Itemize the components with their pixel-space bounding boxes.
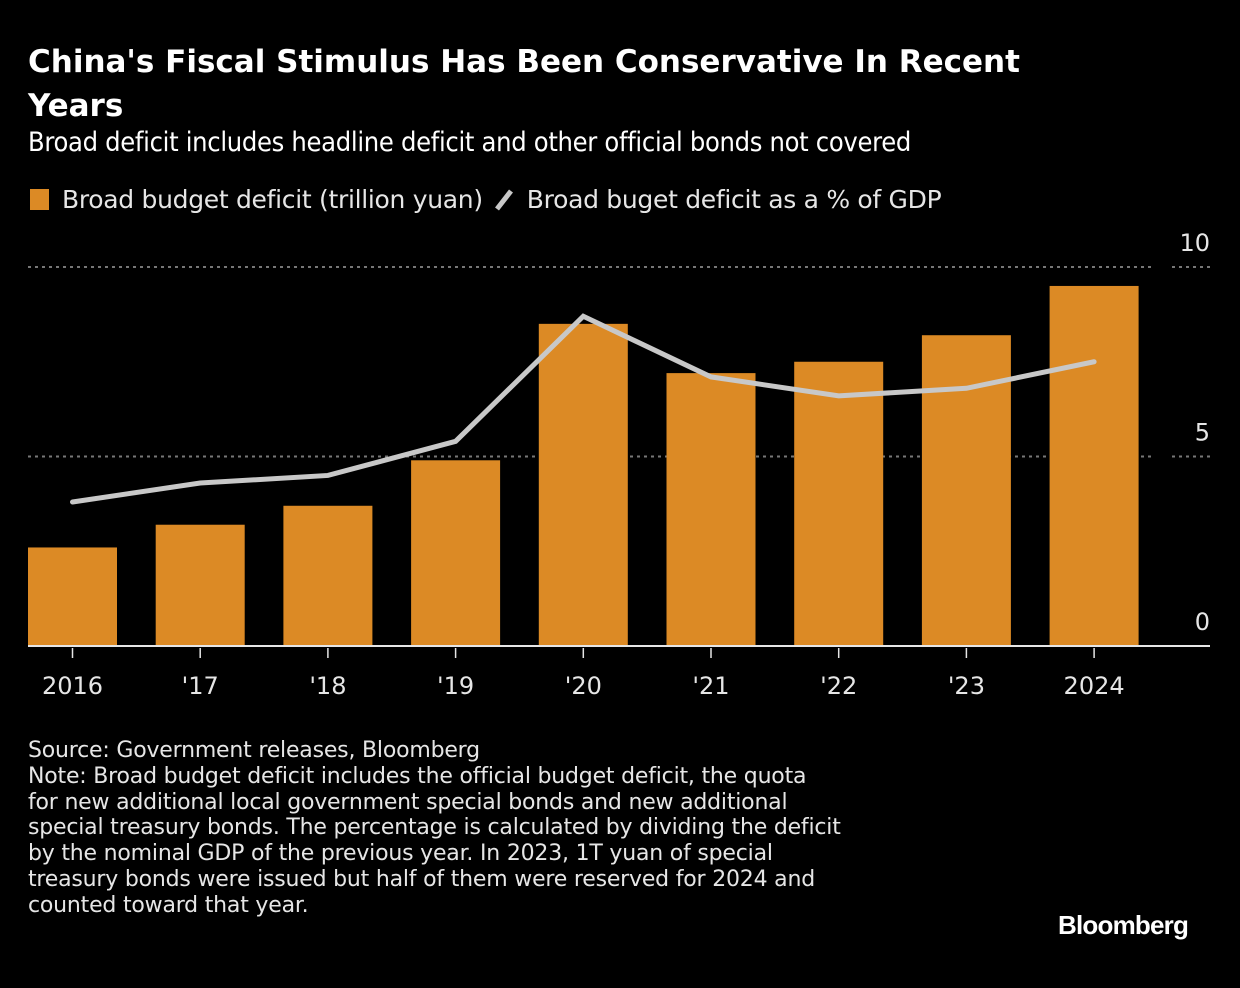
y-tick-label: 0 <box>1195 608 1210 636</box>
source-text: Source: Government releases, Bloomberg <box>28 738 480 763</box>
note-line: for new additional local government spec… <box>28 789 788 815</box>
x-tick-label: 2024 <box>1064 672 1125 700</box>
x-tick-label: '17 <box>182 672 219 700</box>
note-line: special treasury bonds. The percentage i… <box>28 815 841 841</box>
bar <box>538 323 628 646</box>
series-line <box>70 313 1097 505</box>
bar <box>1049 285 1139 646</box>
bar <box>28 547 117 646</box>
x-tick-label: '19 <box>437 672 474 700</box>
x-tick-label: '20 <box>565 672 602 700</box>
bloomberg-logo: Bloomberg <box>1058 910 1189 940</box>
legend-label: Broad buget deficit as a % of GDP <box>526 185 942 214</box>
legend-line-swatch-icon <box>494 188 513 211</box>
x-tick-label: '22 <box>820 672 857 700</box>
chart-title: China's Fiscal Stimulus Has Been Conserv… <box>28 44 1020 124</box>
note-line: Note: Broad budget deficit includes the … <box>28 763 807 789</box>
bar <box>666 373 756 646</box>
x-tick-label: 2016 <box>42 672 103 700</box>
x-tick-label: '23 <box>948 672 985 700</box>
bar <box>283 505 373 646</box>
note-line: treasury bonds were issued but half of t… <box>28 866 815 892</box>
legend-item-bar: Broad budget deficit (trillion yuan) <box>30 185 483 214</box>
axes: 0 5 10 2016 '17 '18 '19 '20 '21 '22 '23 2024 <box>28 229 1210 700</box>
footer: Source: Government releases, Bloomberg N… <box>28 738 988 919</box>
bar-series <box>28 285 1139 646</box>
bar <box>155 524 245 646</box>
note-line: by the nominal GDP of the previous year.… <box>28 841 773 867</box>
legend-bar-swatch-icon <box>30 189 49 210</box>
y-tick-label: 10 <box>1179 229 1210 257</box>
bar <box>794 361 884 646</box>
y-tick-label: 5 <box>1195 419 1210 447</box>
x-tick-label: '18 <box>309 672 346 700</box>
line-series <box>70 313 1097 505</box>
legend: Broad budget deficit (trillion yuan) Bro… <box>30 185 951 214</box>
legend-item-line: Broad buget deficit as a % of GDP <box>493 185 942 214</box>
chart-subtitle: Broad deficit includes headline deficit … <box>28 127 911 158</box>
legend-label: Broad budget deficit (trillion yuan) <box>62 185 483 214</box>
bar <box>411 460 501 646</box>
x-tick-label: '21 <box>692 672 729 700</box>
note-line: counted toward that year. <box>28 892 309 918</box>
